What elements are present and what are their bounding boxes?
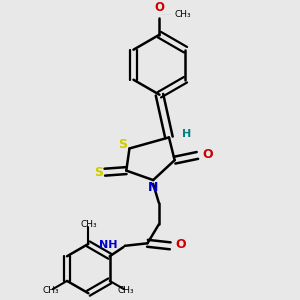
Text: O: O [154, 2, 164, 14]
Text: N: N [148, 181, 159, 194]
Text: CH₃: CH₃ [80, 220, 97, 230]
Text: H: H [182, 129, 191, 139]
Text: S: S [118, 138, 127, 151]
Text: CH₃: CH₃ [42, 286, 59, 295]
Text: CH₃: CH₃ [175, 10, 191, 19]
Text: NH: NH [99, 240, 118, 250]
Text: O: O [175, 238, 186, 251]
Text: O: O [203, 148, 213, 161]
Text: S: S [94, 166, 103, 179]
Text: CH₃: CH₃ [118, 286, 134, 295]
